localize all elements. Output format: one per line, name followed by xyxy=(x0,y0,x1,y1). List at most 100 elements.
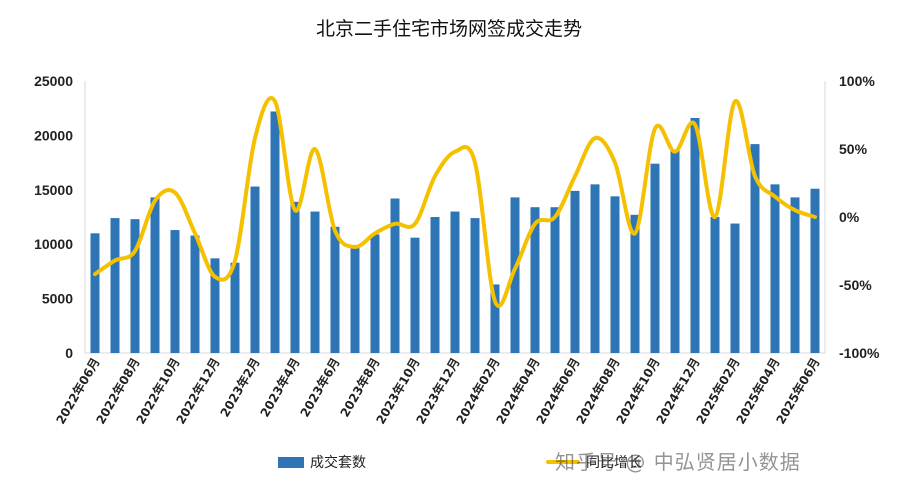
bar xyxy=(530,207,540,353)
line-point xyxy=(613,161,617,165)
left-tick-label: 25000 xyxy=(34,73,73,89)
bar xyxy=(370,234,380,353)
line-point xyxy=(153,199,157,203)
x-tick-label: 2023年6月 xyxy=(297,355,343,419)
bar xyxy=(250,186,260,353)
right-tick-label: 50% xyxy=(839,141,868,157)
bar xyxy=(790,197,800,353)
line-point xyxy=(513,267,517,271)
legend-swatch-bar xyxy=(278,456,304,468)
line-point xyxy=(93,272,97,276)
bar xyxy=(670,149,680,353)
bar xyxy=(230,262,240,353)
line-point xyxy=(553,215,557,219)
line-point xyxy=(393,222,397,226)
bar xyxy=(590,184,600,353)
x-tick-label: 2023年4月 xyxy=(257,355,303,419)
bar xyxy=(730,223,740,353)
yoy-growth-line xyxy=(93,96,817,308)
line-point xyxy=(453,150,457,154)
right-tick-label: -50% xyxy=(839,277,872,293)
bar xyxy=(750,144,760,353)
left-tick-label: 5000 xyxy=(42,291,73,307)
bar xyxy=(270,111,280,354)
x-tick-label: 2023年2月 xyxy=(217,355,263,419)
line-point xyxy=(653,127,657,131)
left-tick-label: 15000 xyxy=(34,182,73,198)
line-point xyxy=(753,174,757,178)
line-point xyxy=(533,222,537,226)
right-tick-label: 100% xyxy=(839,73,875,89)
line-point xyxy=(233,259,237,263)
bar xyxy=(150,197,160,353)
bar xyxy=(470,218,480,353)
legend-label-bar: 成交套数 xyxy=(310,455,366,471)
bar xyxy=(390,198,400,353)
line-point xyxy=(813,215,817,219)
left-tick-label: 20000 xyxy=(34,127,73,143)
bar xyxy=(130,219,140,353)
line-point xyxy=(773,195,777,199)
bar xyxy=(650,163,660,353)
bar xyxy=(190,235,200,353)
right-tick-label: -100% xyxy=(839,345,880,361)
line-point xyxy=(573,174,577,178)
line-point xyxy=(313,147,317,151)
bar xyxy=(350,247,360,353)
x-tick-label: 2023年8月 xyxy=(337,355,383,419)
left-tick-label: 0 xyxy=(65,345,73,361)
legend-item-bar: 成交套数 xyxy=(278,452,366,472)
line-point xyxy=(113,259,117,263)
line-point xyxy=(713,215,717,219)
legend-label-line: 同比增长 xyxy=(586,455,642,471)
bar xyxy=(490,284,500,353)
bar xyxy=(770,184,780,353)
bar xyxy=(90,233,100,353)
line-point xyxy=(253,136,257,140)
line-point xyxy=(693,123,697,127)
chart-title: 北京二手住宅市场网签成交走势 xyxy=(315,18,582,40)
bar xyxy=(170,230,180,353)
line-point xyxy=(193,231,197,235)
legend-item-line: 同比增长 xyxy=(546,452,642,472)
line-point xyxy=(673,150,677,154)
line-point xyxy=(413,222,417,226)
bar xyxy=(410,237,420,353)
watermark: 知乎号 @ 中弘贤居小数据 xyxy=(555,450,801,474)
line-point xyxy=(473,161,477,165)
line-point xyxy=(633,231,637,235)
line-point xyxy=(133,249,137,253)
line-point xyxy=(273,99,277,103)
bar xyxy=(610,196,620,353)
bar xyxy=(110,218,120,353)
bar xyxy=(450,211,460,353)
line-point xyxy=(433,174,437,178)
right-tick-label: 0% xyxy=(839,209,860,225)
line-point xyxy=(733,99,737,103)
bar xyxy=(690,117,700,353)
line-point xyxy=(493,299,497,303)
line-point xyxy=(373,231,377,235)
bar xyxy=(630,214,640,353)
bar xyxy=(330,226,340,353)
bar xyxy=(430,217,440,353)
legend-swatch-line xyxy=(546,460,580,464)
line-point xyxy=(353,245,357,249)
line-point xyxy=(293,208,297,212)
left-tick-label: 10000 xyxy=(34,236,73,252)
line-point xyxy=(593,136,597,140)
bar xyxy=(550,207,560,353)
bar xyxy=(290,201,300,353)
bar xyxy=(210,258,220,353)
bar xyxy=(710,217,720,353)
bar xyxy=(570,190,580,353)
line-point xyxy=(173,191,177,195)
line-point xyxy=(793,208,797,212)
line-point xyxy=(333,229,337,233)
bar xyxy=(810,188,820,353)
bar xyxy=(310,211,320,353)
bar xyxy=(510,197,520,353)
line-point xyxy=(213,275,217,279)
